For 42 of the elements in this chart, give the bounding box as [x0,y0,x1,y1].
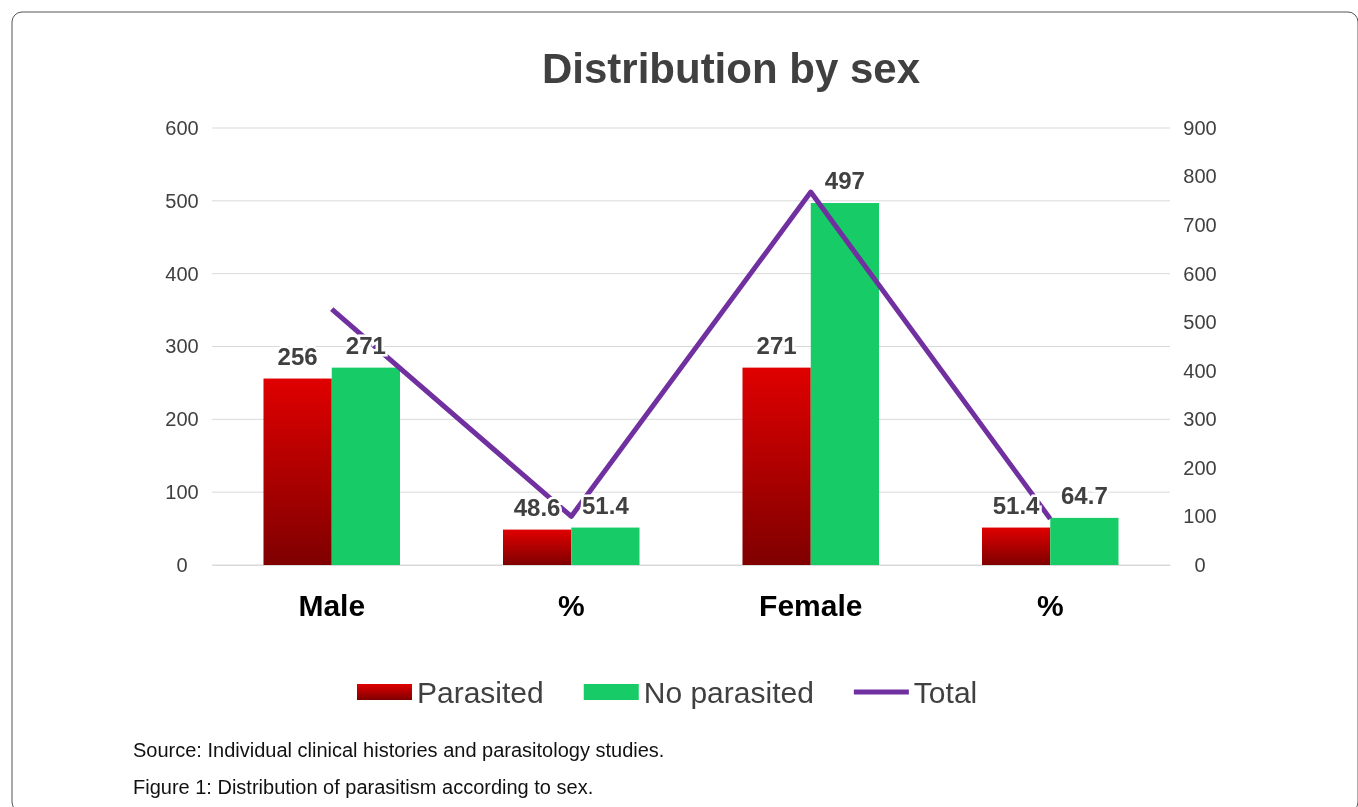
bar [263,378,332,565]
y2-tick-label: 300 [1183,408,1217,431]
y-tick-label: 600 [165,116,199,139]
caption: Figure 1: Distribution of parasitism according to sex. [133,776,594,798]
x-tick-label: % [557,589,585,623]
source-note: Source: Individual clinical histories and parasitology studies. [133,739,665,761]
y2-tick-label: 600 [1183,262,1217,285]
data-label: 271 [756,331,797,359]
y2-tick-label: 400 [1183,359,1217,382]
legend-label: Total [913,676,978,709]
legend-label: Parasited [417,676,544,709]
y-tick-label: 500 [165,189,199,212]
bar [810,203,880,565]
y2-tick-label: 700 [1183,214,1217,237]
y2-tick-label: 900 [1183,116,1217,139]
y-tick-label: 300 [165,335,199,358]
data-label: 64.7 [1061,481,1108,509]
data-label: 48.6 [513,493,561,521]
y2-tick-label: 100 [1183,505,1217,528]
y-tick-label: 0 [176,553,188,576]
y2-tick-label: 800 [1183,165,1217,188]
data-label: 256 [277,342,318,370]
bar [742,367,811,565]
data-label: 497 [824,167,865,195]
data-label: 51.4 [582,491,630,519]
chart-title: Distribution by sex [541,45,921,92]
legend-label: No parasited [643,676,814,709]
bar [571,527,640,565]
bar [502,529,572,565]
x-tick-label: Female [759,589,863,623]
bar [981,527,1051,565]
bar [1050,517,1119,565]
y-tick-label: 100 [165,481,199,504]
y2-tick-label: 200 [1183,456,1217,479]
y2-tick-label: 500 [1183,311,1217,334]
data-label: 51.4 [992,491,1041,519]
x-tick-label: Male [298,589,366,623]
bar [331,367,401,565]
y-tick-label: 400 [165,262,199,285]
y-tick-label: 200 [165,408,199,431]
x-tick-label: % [1036,589,1064,623]
y2-tick-label: 0 [1194,553,1206,576]
